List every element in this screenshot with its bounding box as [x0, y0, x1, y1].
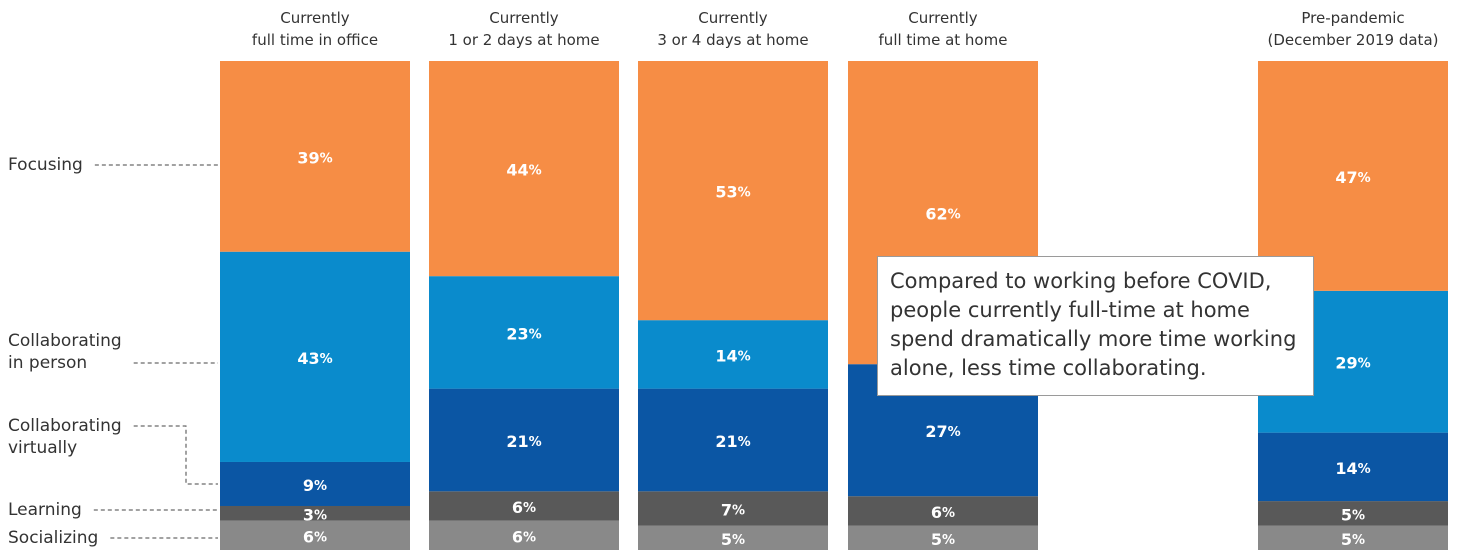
value-label: 62%: [925, 204, 960, 223]
value-label: 7%: [721, 500, 745, 519]
category-label: Currently full time at home: [879, 9, 1008, 49]
value-label: 5%: [931, 529, 955, 548]
bar-segment: [638, 491, 828, 526]
value-label: 9%: [303, 475, 327, 494]
value-label: 47%: [1335, 167, 1370, 186]
bar-segment: [638, 61, 828, 321]
bar-segment: [1258, 525, 1448, 550]
value-label: 5%: [721, 529, 745, 548]
bar-segment: [1258, 61, 1448, 291]
legend-label: Collaborating virtually: [8, 416, 122, 458]
value-label: 5%: [1341, 529, 1365, 548]
bar-segment: [220, 61, 410, 252]
value-label: 6%: [931, 502, 955, 521]
bar-segment: [848, 525, 1038, 550]
value-label: 29%: [1335, 353, 1370, 372]
category-label: Pre-pandemic (December 2019 data): [1268, 9, 1439, 49]
value-label: 14%: [715, 346, 750, 365]
legend-label: Socializing: [8, 528, 98, 548]
category-label: Currently full time in office: [252, 9, 378, 49]
annotation: Compared to working before COVID, people…: [877, 256, 1314, 396]
bar-segment: [220, 505, 410, 521]
value-label: 3%: [303, 505, 327, 524]
value-label: 43%: [297, 348, 332, 367]
value-label: 27%: [925, 422, 960, 441]
bar-segment: [429, 520, 619, 550]
value-label: 6%: [512, 527, 536, 546]
legend-label: Focusing: [8, 155, 83, 175]
value-label: 21%: [506, 431, 541, 450]
legend-label: Learning: [8, 500, 82, 520]
value-label: 6%: [303, 527, 327, 546]
leader-line: [133, 425, 218, 485]
bar-segment: [429, 276, 619, 389]
value-label: 53%: [715, 182, 750, 201]
value-label: 5%: [1341, 505, 1365, 524]
bar-segment: [638, 525, 828, 550]
value-label: 44%: [506, 160, 541, 179]
bar-segment: [1258, 432, 1448, 502]
value-label: 39%: [297, 148, 332, 167]
legend-label: Collaborating in person: [8, 331, 122, 373]
bar-segment: [638, 388, 828, 492]
bar-segment: [429, 491, 619, 521]
bar-segment: [220, 461, 410, 506]
category-label: Currently 1 or 2 days at home: [448, 9, 599, 49]
value-label: 14%: [1335, 458, 1370, 477]
bar-segment: [220, 251, 410, 462]
category-label: Currently 3 or 4 days at home: [657, 9, 808, 49]
bar-segment: [848, 496, 1038, 526]
bar-segment: [429, 61, 619, 277]
value-label: 6%: [512, 497, 536, 516]
bar-segment: [638, 320, 828, 389]
bar-segment: [429, 388, 619, 492]
value-label: 21%: [715, 431, 750, 450]
bar-segment: [1258, 501, 1448, 526]
value-label: 23%: [506, 324, 541, 343]
bar-segment: [220, 520, 410, 550]
